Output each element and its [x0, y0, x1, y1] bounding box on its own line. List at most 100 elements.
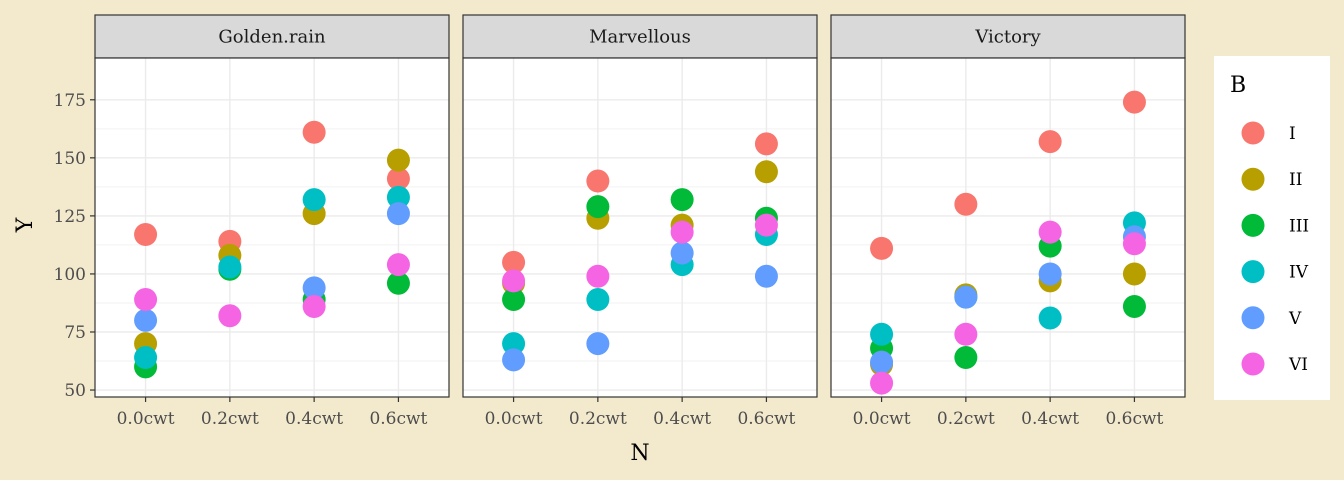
x-tick-label: 0.0cwt: [485, 409, 543, 429]
data-point-i: [502, 250, 526, 274]
data-point-v: [754, 264, 778, 288]
data-point-i: [1122, 90, 1146, 114]
legend-title: B: [1230, 73, 1246, 98]
data-point-v: [670, 241, 694, 265]
data-point-i: [870, 236, 894, 260]
data-point-ii: [754, 160, 778, 184]
y-axis-title: Y: [13, 217, 38, 233]
data-point-iv: [1038, 306, 1062, 330]
legend-label: I: [1289, 124, 1296, 144]
data-point-iii: [586, 195, 610, 219]
x-tick-label: 0.0cwt: [117, 409, 175, 429]
data-point-iii: [502, 287, 526, 311]
x-axis-title: N: [630, 441, 649, 466]
data-point-iii: [954, 346, 978, 370]
x-tick-label: 0.6cwt: [369, 409, 427, 429]
legend-key: [1241, 306, 1265, 330]
data-point-iii: [1122, 294, 1146, 318]
data-point-vi: [218, 304, 242, 328]
data-point-iv: [586, 287, 610, 311]
facet-panel-3: Victory 0.0cwt 0.2cwt 0.4cwt 0.6cwt: [830, 14, 1186, 429]
data-point-vi: [1122, 232, 1146, 256]
x-tick-label: 0.6cwt: [737, 409, 795, 429]
legend-key: [1241, 167, 1265, 191]
facet-strip: [830, 14, 1186, 59]
data-point-iii: [670, 188, 694, 212]
legend-label: VI: [1288, 355, 1308, 375]
data-point-vi: [754, 213, 778, 237]
data-point-iii: [386, 271, 410, 295]
y-tick-label: 150: [54, 149, 86, 169]
data-point-vi: [586, 264, 610, 288]
legend-key: [1241, 213, 1265, 237]
y-axis: 50 75 100 125 150 175: [54, 91, 95, 401]
legend-key: [1241, 121, 1265, 145]
data-point-iv: [302, 188, 326, 212]
y-tick-label: 75: [64, 323, 86, 343]
data-point-iv: [218, 255, 242, 279]
data-point-iv: [134, 346, 158, 370]
x-tick-label: 0.2cwt: [201, 409, 259, 429]
data-point-vi: [386, 253, 410, 277]
data-point-v: [386, 202, 410, 226]
legend-label: IV: [1289, 263, 1309, 283]
data-point-ii: [1122, 262, 1146, 286]
data-point-i: [1038, 130, 1062, 154]
x-tick-label: 0.4cwt: [285, 409, 343, 429]
panel-border: [462, 57, 818, 398]
x-tick-label: 0.2cwt: [937, 409, 995, 429]
legend-item: II: [1241, 167, 1302, 191]
x-tick-label: 0.4cwt: [653, 409, 711, 429]
legend-key: [1241, 260, 1265, 284]
y-tick-label: 125: [54, 207, 86, 227]
data-point-iv: [502, 332, 526, 356]
data-point-vi: [954, 322, 978, 346]
facet-strip: [462, 14, 818, 59]
data-point-i: [134, 222, 158, 246]
data-point-v: [134, 308, 158, 332]
facet-strip: [94, 14, 450, 59]
data-point-v: [302, 276, 326, 300]
data-point-i: [302, 120, 326, 144]
facet-title: Marvellous: [589, 27, 691, 48]
facet-title: Golden.rain: [218, 27, 326, 48]
data-point-vi: [1038, 220, 1062, 244]
legend-key: [1241, 352, 1265, 376]
legend-item: I: [1241, 121, 1296, 145]
x-tick-label: 0.6cwt: [1105, 409, 1163, 429]
x-tick-label: 0.4cwt: [1021, 409, 1079, 429]
y-tick-label: 175: [54, 91, 86, 111]
data-point-i: [586, 169, 610, 193]
data-point-v: [870, 350, 894, 374]
data-point-vi: [134, 287, 158, 311]
legend-item: IV: [1241, 260, 1309, 284]
data-point-i: [754, 132, 778, 156]
facet-panel-1: Golden.rain 0.0cwt 0.2cwt 0.4cwt 0.6cwt: [94, 14, 450, 429]
data-point-i: [386, 167, 410, 191]
legend-label: III: [1289, 216, 1309, 236]
y-tick-label: 50: [64, 381, 86, 401]
legend-label: V: [1288, 309, 1302, 329]
y-tick-label: 100: [54, 265, 86, 285]
data-point-iv: [386, 185, 410, 209]
data-point-v: [502, 348, 526, 372]
data-point-v: [954, 285, 978, 309]
legend-item: III: [1241, 213, 1309, 237]
data-point-vi: [670, 220, 694, 244]
facet-panel-2: Marvellous 0.0cwt 0.2cwt 0.4cwt 0.6cwt: [462, 14, 818, 429]
data-point-v: [586, 332, 610, 356]
data-point-vi: [302, 294, 326, 318]
panel-border: [94, 57, 450, 398]
data-point-i: [954, 192, 978, 216]
data-point-iv: [870, 322, 894, 346]
data-point-ii: [386, 148, 410, 172]
x-tick-label: 0.2cwt: [569, 409, 627, 429]
data-point-v: [1038, 262, 1062, 286]
legend-item: VI: [1241, 352, 1308, 376]
facet-title: Victory: [974, 27, 1041, 48]
x-tick-label: 0.0cwt: [853, 409, 911, 429]
